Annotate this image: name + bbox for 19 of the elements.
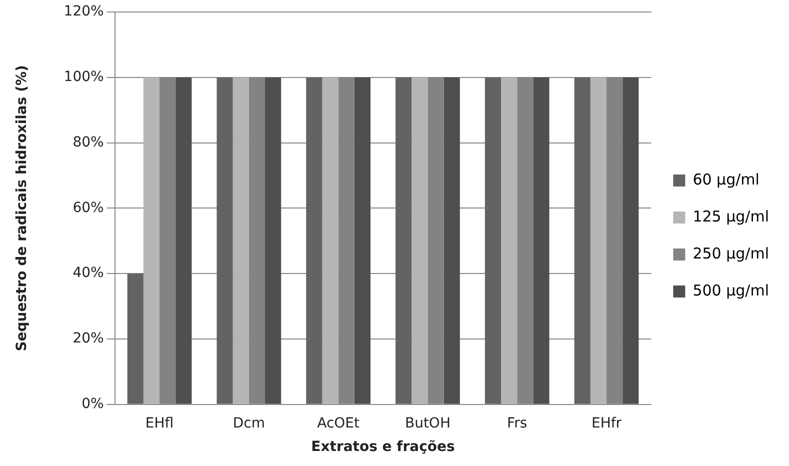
x-axis-title: Extratos e frações <box>311 439 455 456</box>
y-tick-label: 100% <box>64 69 104 86</box>
y-tick-label: 20% <box>72 330 104 347</box>
x-tick-label: Frs <box>507 415 528 432</box>
y-tick-label: 0% <box>82 396 104 412</box>
x-tick-label: Dcm <box>232 415 265 432</box>
legend-label: 500 µg/ml <box>692 281 769 300</box>
y-tick-label: 60% <box>72 200 104 216</box>
x-tick-label: EHfl <box>145 415 174 432</box>
x-tick-label: ButOH <box>404 415 450 432</box>
y-tick-label: 80% <box>72 134 104 150</box>
legend-label: 125 µg/ml <box>692 207 769 226</box>
y-tick-label: 40% <box>72 265 104 282</box>
x-tick-label: EHfr <box>591 415 622 432</box>
legend-label: 60 µg/ml <box>692 170 760 188</box>
x-tick-label: AcOEt <box>317 415 360 432</box>
y-tick-label: 120% <box>64 4 104 20</box>
legend-label: 250 µg/ml <box>692 244 769 262</box>
y-axis-title: Sequestro de radicais hidroxilas (%) <box>14 65 30 352</box>
